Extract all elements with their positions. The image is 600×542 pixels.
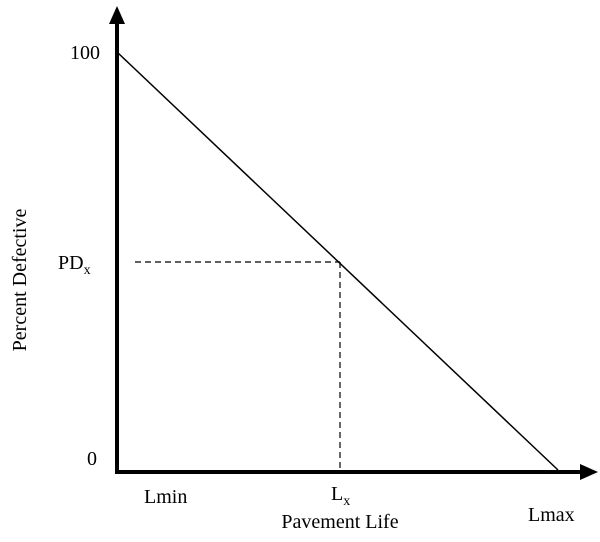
- y-axis-title: Percent Defective: [9, 209, 31, 352]
- x-arrow: [580, 464, 598, 480]
- x-label-middle: Lx: [331, 483, 350, 509]
- trend-line: [116, 51, 559, 471]
- x-axis-title: Pavement Life: [281, 511, 398, 533]
- y-label-middle: PDx: [58, 252, 91, 278]
- x-label-left: Lmin: [144, 486, 187, 508]
- y-label-bottom: 0: [87, 448, 97, 470]
- y-label-top: 100: [70, 42, 100, 64]
- y-arrow: [109, 6, 125, 24]
- x-label-right: Lmax: [528, 504, 575, 526]
